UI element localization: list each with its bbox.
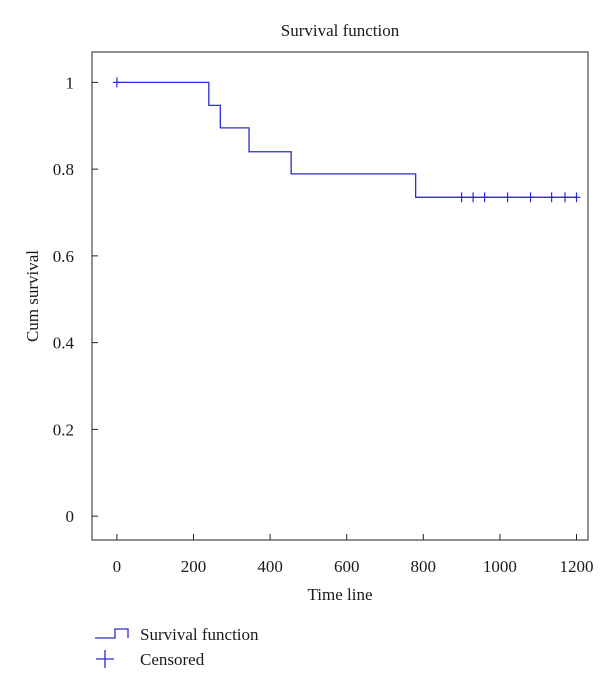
censored-marker xyxy=(457,192,466,203)
y-tick-label: 0 xyxy=(66,507,75,526)
x-tick-label: 0 xyxy=(113,557,122,576)
censored-marker xyxy=(503,192,512,203)
censored-marker xyxy=(112,77,121,88)
censored-marker xyxy=(561,192,570,203)
legend: Survival function Censored xyxy=(95,625,259,669)
y-axis-label: Cum survival xyxy=(23,250,42,342)
y-tick-label: 0.6 xyxy=(53,247,74,266)
plot-area xyxy=(91,51,589,541)
legend-censored-swatch xyxy=(96,650,114,668)
legend-label-censored: Censored xyxy=(140,650,205,669)
censored-marker xyxy=(572,192,581,203)
x-tick-label: 400 xyxy=(257,557,283,576)
y-tick-label: 0.4 xyxy=(53,334,75,353)
x-axis-label: Time line xyxy=(307,585,372,604)
censored-marker xyxy=(469,192,478,203)
censored-marker xyxy=(480,192,489,203)
series-layer xyxy=(112,77,581,203)
legend-step-swatch xyxy=(95,628,129,639)
x-tick-label: 600 xyxy=(334,557,360,576)
y-tick-label: 1 xyxy=(66,73,75,92)
chart-title: Survival function xyxy=(281,21,400,40)
survival-step-line xyxy=(116,81,577,198)
legend-label-survival: Survival function xyxy=(140,625,259,644)
censored-marker xyxy=(547,192,556,203)
x-tick-label: 1000 xyxy=(483,557,517,576)
censored-marker xyxy=(526,192,535,203)
y-tick-label: 0.8 xyxy=(53,160,74,179)
y-tick-label: 0.2 xyxy=(53,420,74,439)
x-tick-label: 1200 xyxy=(560,557,594,576)
x-tick-label: 800 xyxy=(411,557,437,576)
x-axis: 0 200 400 600 800 1000 1200 xyxy=(113,534,594,576)
y-axis: 0 0.2 0.4 0.6 0.8 1 xyxy=(53,73,98,526)
x-tick-label: 200 xyxy=(181,557,207,576)
